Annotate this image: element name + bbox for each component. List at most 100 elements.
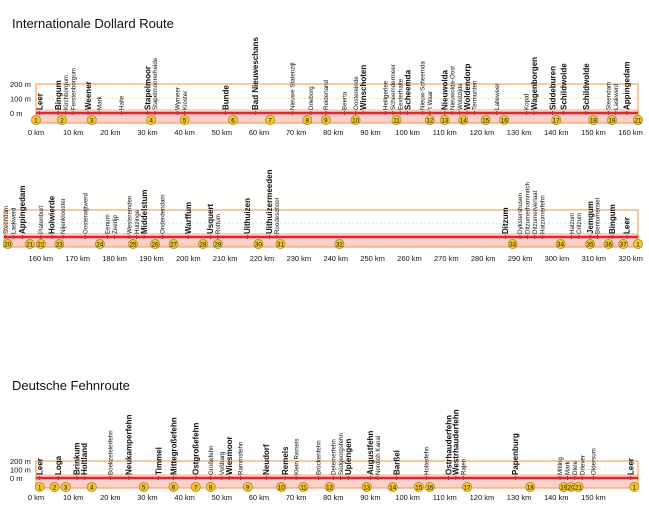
waypoint-marker-circle xyxy=(361,482,372,492)
km-tick-label: 120 km xyxy=(470,493,495,502)
waypoint-marker-number: 7 xyxy=(268,117,272,124)
waypoint-marker: 34 xyxy=(555,239,566,249)
waypoint-marker: 6 xyxy=(228,115,238,125)
waypoint-marker: 1 xyxy=(629,482,640,492)
place-label: Rottum xyxy=(215,214,222,234)
waypoint-marker-number: 1 xyxy=(633,484,637,491)
waypoint-marker-number: 29 xyxy=(214,241,221,248)
waypoint-marker-circle xyxy=(573,482,584,492)
waypoint-marker: 16 xyxy=(499,115,510,125)
waypoint-marker-circle xyxy=(60,482,71,492)
km-tick-label: 90 km xyxy=(360,493,380,502)
waypoint-marker-circle xyxy=(480,115,491,125)
waypoint-marker-number: 20 xyxy=(4,241,11,248)
waypoint-marker-circle xyxy=(324,482,335,492)
km-tick-label: 310 km xyxy=(581,254,606,263)
waypoint-marker-circle xyxy=(618,239,629,249)
place-label: Woldendorp xyxy=(463,63,472,110)
waypoint-marker-number: 18 xyxy=(527,484,534,491)
waypoint-marker-circle xyxy=(629,482,640,492)
waypoint-marker-number: 11 xyxy=(300,484,307,491)
waypoint-marker-circle xyxy=(387,482,398,492)
km-tick-label: 320 km xyxy=(618,254,643,263)
route-band xyxy=(36,109,638,123)
waypoint-marker: 19 xyxy=(607,115,617,125)
place-label: Bentumersiel xyxy=(595,198,602,234)
km-tick-label: 150 km xyxy=(581,128,606,137)
waypoint-marker: 17 xyxy=(462,482,472,492)
km-tick-label: 190 km xyxy=(139,254,164,263)
place-label: Westrhauderfehn xyxy=(452,409,461,475)
elevation-label: 0 m xyxy=(10,474,23,483)
place-label: Drieborg xyxy=(308,86,315,110)
place-label: Nieuwolda-Oost xyxy=(449,66,456,110)
km-tick-label: 220 km xyxy=(250,254,275,263)
waypoint-marker-circle xyxy=(462,482,472,492)
waypoint-marker-circle xyxy=(275,239,286,249)
waypoint-marker-number: 20 xyxy=(568,484,575,491)
place-label: Driever xyxy=(579,455,586,475)
waypoint-marker-number: 26 xyxy=(152,241,159,248)
place-label: Oostereinde xyxy=(353,76,360,110)
km-tick-label: 100 km xyxy=(395,493,420,502)
waypoint-marker-circle xyxy=(54,239,65,249)
waypoint-marker-number: 28 xyxy=(200,241,207,248)
waypoint-marker-number: 15 xyxy=(415,484,422,491)
waypoint-marker: 5 xyxy=(179,115,190,125)
place-label: Uithuizermeeden xyxy=(265,169,274,234)
place-label: Voßbarg xyxy=(219,451,226,475)
waypoint-marker: 11 xyxy=(391,115,402,125)
km-tick-label: 50 km xyxy=(212,128,232,137)
waypoint-marker-number: 31 xyxy=(277,241,284,248)
place-label: Papenburg xyxy=(511,433,520,475)
place-label: Oosterwijtwerd xyxy=(82,193,89,234)
km-tick-label: 80 km xyxy=(323,128,343,137)
waypoint-marker: 37 xyxy=(618,239,629,249)
place-label: Mark xyxy=(96,95,103,110)
place-label: Ditzum xyxy=(501,207,510,234)
place-label: Hatzum xyxy=(569,213,576,234)
waypoint-marker-circle xyxy=(253,239,264,249)
elevation-label: 200 m xyxy=(10,457,31,466)
waypoint-marker-number: 2 xyxy=(53,484,57,491)
waypoint-marker-circle xyxy=(179,115,190,125)
km-tick-label: 110 km xyxy=(433,128,457,137)
place-label: Ostgroßefehn xyxy=(192,422,201,475)
waypoint-marker-number: 30 xyxy=(255,241,262,248)
waypoint-marker-number: 14 xyxy=(460,117,467,124)
waypoint-marker: 7 xyxy=(190,482,201,492)
waypoint-marker-circle xyxy=(276,482,287,492)
waypoint-marker-number: 13 xyxy=(363,484,370,491)
waypoint-marker: 18 xyxy=(525,482,536,492)
km-tick-label: 70 km xyxy=(286,128,306,137)
waypoint-marker-circle xyxy=(607,115,617,125)
place-label: Steendam xyxy=(3,206,10,234)
waypoint-marker: 1 xyxy=(633,239,643,249)
place-label: Südgeorgsfehn xyxy=(338,432,345,475)
km-tick-label: 40 km xyxy=(174,493,194,502)
place-label: Wiesmoor xyxy=(225,436,234,475)
waypoint-marker: 3 xyxy=(60,482,71,492)
waypoint-marker: 15 xyxy=(413,482,424,492)
waypoint-marker-number: 17 xyxy=(553,117,560,124)
waypoint-marker-number: 25 xyxy=(130,241,137,248)
waypoint-marker-circle xyxy=(320,115,331,125)
km-tick-label: 0 km xyxy=(28,493,44,502)
place-label: Mitling xyxy=(557,457,564,475)
waypoint-marker-circle xyxy=(633,115,643,125)
waypoint-marker: 30 xyxy=(253,239,264,249)
place-label: Oldersum xyxy=(591,448,598,475)
km-tick-label: 140 km xyxy=(544,128,569,137)
waypoint-marker: 25 xyxy=(128,239,138,249)
place-label: Nijenklooster xyxy=(60,198,67,234)
place-label: Rammsfehn xyxy=(238,441,245,475)
waypoint-marker-number: 7 xyxy=(194,484,198,491)
waypoint-marker-number: 16 xyxy=(501,117,508,124)
place-label: Wymeer xyxy=(174,87,181,110)
waypoint-marker: 5 xyxy=(138,482,149,492)
place-label: Heiligerlee xyxy=(382,80,389,110)
place-label: Brinkum xyxy=(73,443,82,475)
waypoint-marker: 21 xyxy=(24,239,35,249)
km-tick-label: 130 km xyxy=(507,493,532,502)
place-label: Leer xyxy=(36,458,45,475)
